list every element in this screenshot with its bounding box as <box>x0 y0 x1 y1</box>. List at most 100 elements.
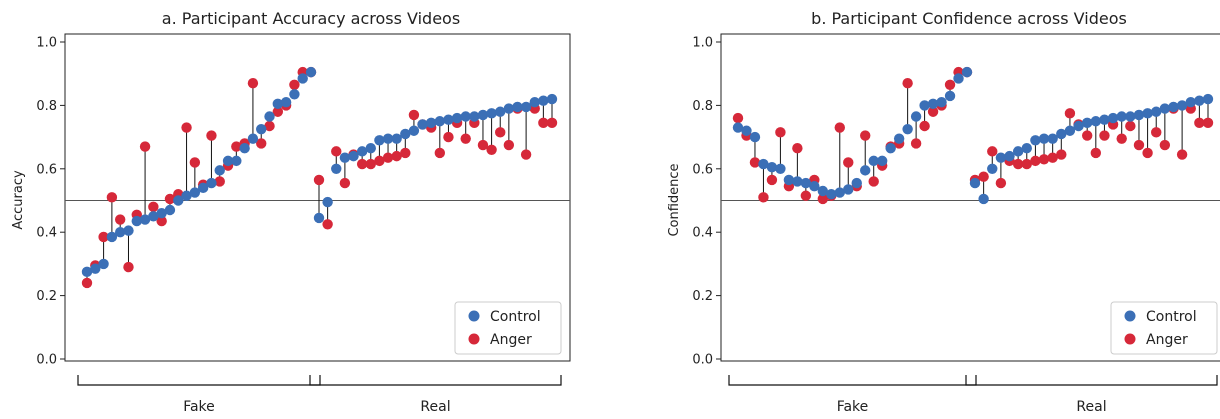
anger-point <box>732 112 744 124</box>
control-point <box>247 133 259 144</box>
anger-point <box>313 174 325 186</box>
y-ticks: 0.0 0.2 0.4 0.6 0.8 1.0 <box>36 36 65 368</box>
anger-point <box>231 141 242 152</box>
plot-frame <box>64 33 571 362</box>
anger-point <box>477 139 489 151</box>
control-point <box>189 187 201 198</box>
anger-point <box>902 78 913 89</box>
anger-point <box>374 155 385 167</box>
control-point <box>1090 116 1102 127</box>
control-point <box>1081 117 1093 129</box>
control-point <box>1151 106 1162 117</box>
anger-point <box>1159 139 1171 151</box>
control-point <box>1185 97 1196 108</box>
control-point <box>272 98 284 110</box>
control-point <box>156 207 167 219</box>
control-point <box>408 125 420 136</box>
control-point <box>1004 150 1015 162</box>
legend-label-control: Control <box>1146 309 1197 325</box>
control-point <box>391 133 402 144</box>
control-point <box>885 142 896 154</box>
control-point <box>851 177 862 189</box>
anger-point <box>114 214 126 225</box>
legend-box <box>1110 301 1218 355</box>
control-point <box>978 193 989 205</box>
anger-point <box>495 127 506 138</box>
anger-point <box>391 150 402 162</box>
anger-point <box>1056 149 1067 160</box>
group-label: Fake <box>837 399 869 415</box>
control-point <box>443 114 454 125</box>
y-tick-label: 0.4 <box>36 226 57 241</box>
control-point <box>1038 133 1050 144</box>
anger-point <box>978 171 989 182</box>
anger-point <box>860 130 871 141</box>
control-point <box>800 177 812 189</box>
control-point <box>348 150 359 162</box>
anger-point <box>148 201 159 213</box>
anger-point <box>1021 158 1032 170</box>
control-point <box>1159 103 1171 114</box>
control-point <box>775 163 786 174</box>
control-point <box>1202 93 1214 105</box>
anger-point <box>800 190 812 201</box>
legend-label-anger: Anger <box>1146 332 1188 348</box>
anger-point <box>817 193 829 205</box>
group-bracket <box>77 375 321 386</box>
control-point <box>919 100 930 111</box>
anger-point <box>443 131 454 143</box>
control-point <box>834 187 845 198</box>
control-point <box>1142 108 1153 119</box>
anger-point <box>987 146 998 157</box>
chart-title: a. Participant Accuracy across Videos <box>162 9 460 28</box>
data-marks <box>81 66 558 289</box>
control-point <box>792 176 803 187</box>
legend-marker-control <box>468 310 480 322</box>
control-point <box>131 215 142 227</box>
control-point <box>1168 101 1179 113</box>
anger-point <box>538 117 549 129</box>
anger-point <box>1125 120 1136 132</box>
control-point <box>995 152 1007 163</box>
anger-point <box>792 142 803 154</box>
anger-point <box>995 177 1007 189</box>
anger-point <box>834 122 845 133</box>
legend-marker-control <box>1124 310 1136 322</box>
anger-point <box>1202 117 1214 129</box>
y-axis-label: Accuracy <box>11 170 26 230</box>
control-point <box>987 163 998 174</box>
y-tick-label: 0.8 <box>692 99 713 114</box>
control-point <box>902 123 913 135</box>
control-point <box>313 212 325 224</box>
control-point <box>114 227 126 238</box>
control-point <box>1133 109 1145 121</box>
control-point <box>893 133 905 144</box>
y-ticks: 0.0 0.2 0.4 0.6 0.8 1.0 <box>692 36 721 368</box>
control-point <box>944 90 956 102</box>
anger-point <box>322 219 333 230</box>
control-point <box>382 133 394 144</box>
control-point <box>495 106 506 117</box>
control-point <box>936 97 947 108</box>
accuracy-chart: a. Participant Accuracy across Videos Ac… <box>11 9 571 415</box>
anger-point <box>1064 108 1076 119</box>
control-point <box>280 97 292 108</box>
data-marks <box>732 66 1214 205</box>
anger-point <box>1012 158 1024 170</box>
anger-point <box>1116 133 1127 144</box>
control-point <box>331 163 342 174</box>
control-point <box>173 195 184 206</box>
control-point <box>546 93 558 105</box>
anger-point <box>749 157 761 168</box>
control-point <box>339 152 351 163</box>
anger-point <box>927 106 939 117</box>
anger-point <box>1142 147 1153 159</box>
control-point <box>322 196 333 208</box>
control-point <box>289 89 300 100</box>
control-point <box>222 155 234 167</box>
y-tick-label: 0.0 <box>36 353 57 368</box>
control-point <box>520 101 532 113</box>
control-point <box>953 73 964 84</box>
control-point <box>512 101 523 113</box>
